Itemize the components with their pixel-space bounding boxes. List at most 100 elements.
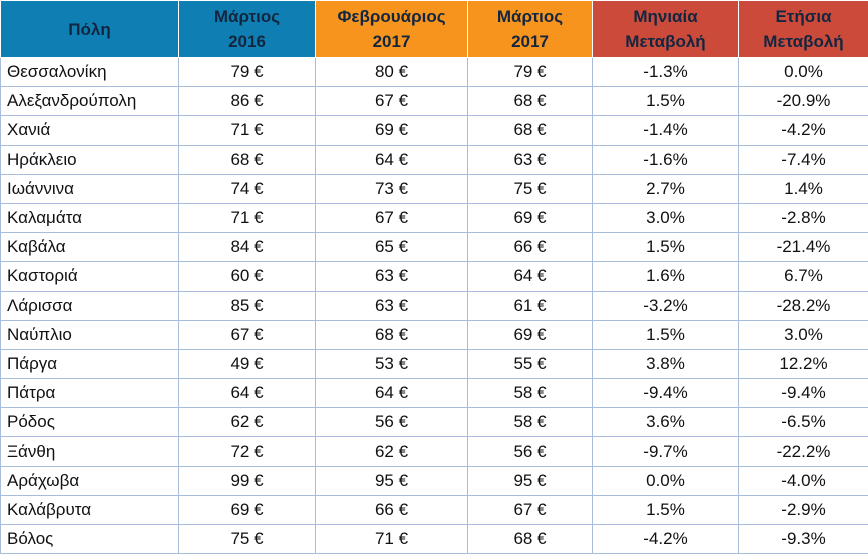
cell-monthly-change: 1.6%	[593, 262, 739, 291]
cell-monthly-change: 3.8%	[593, 349, 739, 378]
cell-city: Καβάλα	[1, 233, 179, 262]
cell-city: Ηράκλειο	[1, 145, 179, 174]
cell-march-2016: 49 €	[179, 349, 316, 378]
cell-march-2017: 68 €	[468, 87, 593, 116]
cell-yearly-change: -20.9%	[739, 87, 868, 116]
cell-city: Πάργα	[1, 349, 179, 378]
cell-monthly-change: 1.5%	[593, 495, 739, 524]
cell-march-2016: 79 €	[179, 58, 316, 87]
cell-city: Βόλος	[1, 525, 179, 554]
cell-feb-2017: 53 €	[316, 349, 468, 378]
cell-feb-2017: 69 €	[316, 116, 468, 145]
cell-march-2016: 86 €	[179, 87, 316, 116]
cell-city: Ξάνθη	[1, 437, 179, 466]
cell-feb-2017: 66 €	[316, 495, 468, 524]
header-label: Ετήσια	[775, 7, 831, 26]
cell-feb-2017: 63 €	[316, 262, 468, 291]
cell-march-2016: 84 €	[179, 233, 316, 262]
cell-monthly-change: 1.5%	[593, 320, 739, 349]
cell-feb-2017: 63 €	[316, 291, 468, 320]
cell-yearly-change: -21.4%	[739, 233, 868, 262]
cell-monthly-change: 1.5%	[593, 233, 739, 262]
cell-feb-2017: 64 €	[316, 145, 468, 174]
cell-city: Θεσσαλονίκη	[1, 58, 179, 87]
cell-feb-2017: 65 €	[316, 233, 468, 262]
header-label: 2017	[511, 32, 549, 51]
cell-city: Ρόδος	[1, 408, 179, 437]
cell-march-2017: 63 €	[468, 145, 593, 174]
cell-feb-2017: 71 €	[316, 525, 468, 554]
cell-march-2017: 64 €	[468, 262, 593, 291]
cell-yearly-change: -9.3%	[739, 525, 868, 554]
cell-march-2017: 66 €	[468, 233, 593, 262]
cell-city: Καλαμάτα	[1, 203, 179, 232]
header-city: Πόλη	[1, 1, 179, 58]
cell-march-2016: 99 €	[179, 466, 316, 495]
cell-march-2017: 95 €	[468, 466, 593, 495]
cell-march-2016: 60 €	[179, 262, 316, 291]
cell-march-2017: 69 €	[468, 320, 593, 349]
cell-march-2016: 74 €	[179, 174, 316, 203]
header-march-2017: Μάρτιος 2017	[468, 1, 593, 58]
cell-monthly-change: -1.4%	[593, 116, 739, 145]
header-label: Μηνιαία	[633, 7, 697, 26]
cell-feb-2017: 56 €	[316, 408, 468, 437]
cell-monthly-change: -4.2%	[593, 525, 739, 554]
cell-march-2016: 62 €	[179, 408, 316, 437]
cell-monthly-change: 3.6%	[593, 408, 739, 437]
cell-march-2016: 68 €	[179, 145, 316, 174]
cell-city: Αράχωβα	[1, 466, 179, 495]
header-label: 2017	[373, 32, 411, 51]
header-label: Μάρτιος	[497, 7, 563, 26]
cell-march-2017: 68 €	[468, 525, 593, 554]
cell-march-2016: 72 €	[179, 437, 316, 466]
cell-yearly-change: -7.4%	[739, 145, 868, 174]
cell-feb-2017: 73 €	[316, 174, 468, 203]
cell-monthly-change: 2.7%	[593, 174, 739, 203]
cell-city: Αλεξανδρούπολη	[1, 87, 179, 116]
cell-march-2017: 55 €	[468, 349, 593, 378]
cell-march-2016: 75 €	[179, 525, 316, 554]
cell-yearly-change: -28.2%	[739, 291, 868, 320]
cell-feb-2017: 62 €	[316, 437, 468, 466]
cell-march-2017: 79 €	[468, 58, 593, 87]
cell-march-2017: 58 €	[468, 408, 593, 437]
cell-march-2016: 67 €	[179, 320, 316, 349]
header-label: 2016	[228, 32, 266, 51]
cell-monthly-change: 3.0%	[593, 203, 739, 232]
cell-march-2016: 64 €	[179, 379, 316, 408]
cell-yearly-change: 12.2%	[739, 349, 868, 378]
cell-feb-2017: 67 €	[316, 203, 468, 232]
header-label: Μεταβολή	[763, 32, 843, 51]
cell-monthly-change: -1.6%	[593, 145, 739, 174]
cell-march-2016: 71 €	[179, 203, 316, 232]
header-label: Μεταβολή	[625, 32, 705, 51]
cell-yearly-change: -9.4%	[739, 379, 868, 408]
header-monthly-change: Μηνιαία Μεταβολή	[593, 1, 739, 58]
cell-yearly-change: -22.2%	[739, 437, 868, 466]
cell-march-2017: 67 €	[468, 495, 593, 524]
cell-yearly-change: -2.8%	[739, 203, 868, 232]
cell-feb-2017: 68 €	[316, 320, 468, 349]
header-label: Πόλη	[68, 20, 111, 39]
cell-city: Χανιά	[1, 116, 179, 145]
cell-monthly-change: -3.2%	[593, 291, 739, 320]
cell-yearly-change: 6.7%	[739, 262, 868, 291]
cell-march-2017: 69 €	[468, 203, 593, 232]
header-label: Φεβρουάριος	[337, 7, 445, 26]
cell-march-2016: 69 €	[179, 495, 316, 524]
cell-feb-2017: 64 €	[316, 379, 468, 408]
header-feb-2017: Φεβρουάριος 2017	[316, 1, 468, 58]
